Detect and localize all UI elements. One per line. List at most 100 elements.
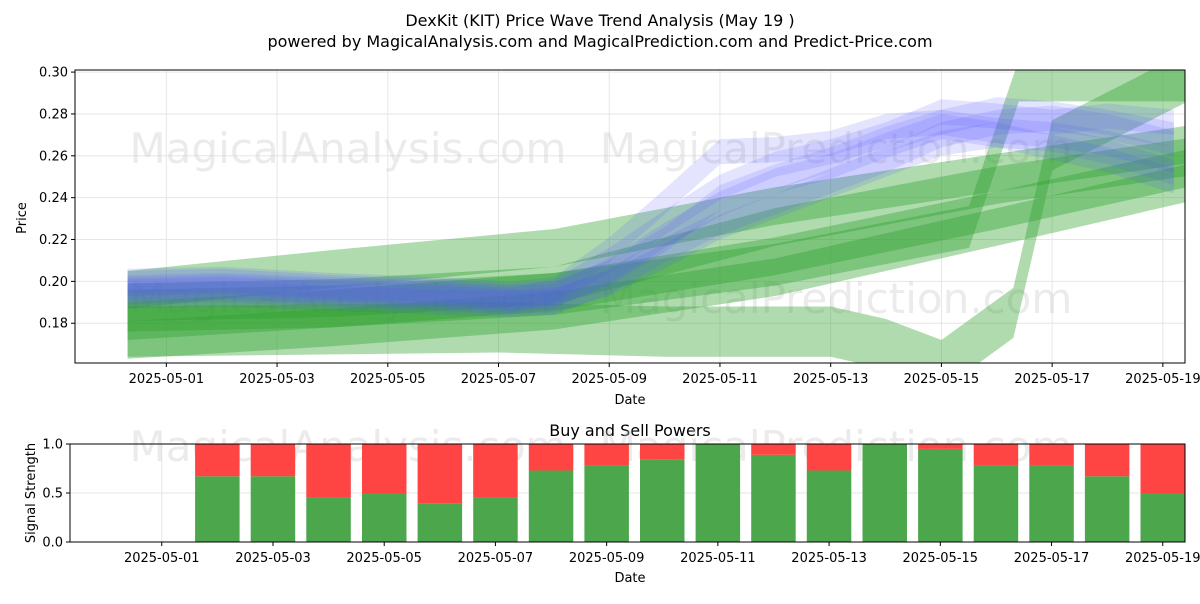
- sell-bar: [1084, 444, 1130, 477]
- x-tick-label: 2025-05-13: [791, 551, 867, 566]
- buy-bar: [862, 444, 907, 542]
- sell-bar: [250, 444, 296, 477]
- buy-bar: [973, 465, 1019, 542]
- sell-bar: [1140, 444, 1185, 493]
- sell-bar: [806, 444, 852, 471]
- sell-bar: [473, 444, 518, 498]
- sell-bar: [362, 444, 407, 493]
- blue-wave-band: [127, 99, 1174, 313]
- buy-bar: [584, 465, 629, 542]
- sell-bar: [751, 444, 796, 455]
- y-tick-label: 0.22: [39, 233, 68, 248]
- x-tick-label: 2025-05-19: [1125, 372, 1200, 387]
- signal-chart: Buy and Sell Powers MagicalAnalysis.com …: [24, 421, 1200, 586]
- x-tick-label: 2025-05-03: [235, 551, 311, 566]
- buy-bar: [473, 497, 518, 542]
- x-tick-label: 2025-05-15: [904, 372, 980, 387]
- buy-bar: [695, 444, 741, 542]
- sell-bar: [973, 444, 1019, 466]
- green-trend-band: [127, 70, 1185, 363]
- x-tick-label: 2025-05-17: [1014, 551, 1090, 566]
- price-chart-frame: [74, 69, 1186, 364]
- y-tick-label: 1.0: [42, 438, 63, 453]
- green-trend-band: [127, 138, 1185, 322]
- sell-bar: [528, 444, 574, 471]
- sell-bar: [306, 444, 351, 498]
- green-trend-band: [127, 126, 1185, 309]
- green-trend-bands: [127, 70, 1185, 363]
- buy-bar: [751, 454, 796, 542]
- watermark: MagicalPrediction.com: [600, 274, 1073, 323]
- sell-bar: [640, 444, 685, 460]
- buy-bar: [250, 476, 296, 542]
- x-tick-label: 2025-05-05: [346, 551, 422, 566]
- buy-bar: [306, 497, 351, 542]
- sell-bar: [417, 444, 463, 504]
- green-trend-band: [127, 149, 1185, 340]
- price-chart-x-ticks: 2025-05-01 2025-05-03 2025-05-05 2025-05-07…: [129, 363, 1200, 387]
- buy-bar: [1084, 476, 1130, 542]
- buy-bar: [918, 448, 963, 542]
- x-tick-label: 2025-05-01: [129, 372, 205, 387]
- x-tick-label: 2025-05-17: [1014, 372, 1090, 387]
- figure-title: DexKit (KIT) Price Wave Trend Analysis (…: [405, 11, 794, 30]
- x-tick-label: 2025-05-07: [458, 551, 534, 566]
- x-tick-label: 2025-05-05: [350, 372, 426, 387]
- signal-chart-x-ticks: 2025-05-01 2025-05-03 2025-05-05 2025-05-07…: [124, 542, 1200, 566]
- watermark: MagicalAnalysis.com: [130, 274, 567, 323]
- buy-bar: [806, 470, 852, 542]
- y-tick-label: 0.24: [39, 191, 68, 206]
- buy-bar: [1029, 465, 1074, 542]
- buy-bar: [528, 470, 574, 542]
- price-chart-watermarks: MagicalAnalysis.com MagicalPrediction.co…: [130, 124, 1073, 323]
- sell-bar: [918, 444, 963, 449]
- buy-bar: [362, 493, 407, 542]
- y-tick-label: 0.5: [42, 487, 63, 502]
- blue-wave-band: [127, 97, 1174, 309]
- green-trend-band: [127, 70, 1185, 332]
- x-tick-label: 2025-05-11: [680, 551, 756, 566]
- x-tick-label: 2025-05-03: [239, 372, 315, 387]
- figure-subtitle: powered by MagicalAnalysis.com and Magic…: [267, 32, 932, 51]
- price-chart-y-ticks: 0.18 0.20 0.22 0.24 0.26 0.28 0.30: [39, 66, 75, 332]
- blue-wave-band: [127, 113, 1174, 311]
- y-tick-label: 0.0: [42, 536, 63, 551]
- blue-wave-bands: [127, 97, 1174, 317]
- price-chart-x-label: Date: [614, 393, 645, 408]
- green-trend-band: [127, 164, 1185, 359]
- signal-chart-y-ticks: 0.0 0.5 1.0: [42, 438, 70, 551]
- signal-chart-y-label: Signal Strength: [24, 443, 39, 543]
- price-chart-y-label: Price: [15, 202, 30, 234]
- blue-wave-band: [127, 105, 1174, 317]
- x-tick-label: 2025-05-13: [793, 372, 869, 387]
- sell-bar: [584, 444, 629, 466]
- y-tick-label: 0.26: [39, 149, 68, 164]
- signal-chart-title: Buy and Sell Powers: [549, 421, 711, 440]
- y-tick-label: 0.28: [39, 107, 68, 122]
- sell-bar: [195, 444, 240, 477]
- y-tick-label: 0.30: [39, 66, 68, 81]
- x-tick-label: 2025-05-09: [571, 372, 647, 387]
- blue-wave-band: [127, 109, 1174, 307]
- x-tick-label: 2025-05-19: [1125, 551, 1200, 566]
- buy-bar: [1140, 493, 1185, 542]
- blue-wave-band: [127, 122, 1174, 315]
- price-chart: MagicalAnalysis.com MagicalPrediction.co…: [15, 66, 1200, 408]
- x-tick-label: 2025-05-07: [461, 372, 537, 387]
- watermark: MagicalPrediction.com: [600, 124, 1073, 173]
- signal-chart-x-label: Date: [614, 571, 645, 586]
- sell-bar: [1029, 444, 1074, 466]
- price-chart-grid: [75, 70, 1185, 363]
- buy-bar: [195, 476, 240, 542]
- x-tick-label: 2025-05-09: [569, 551, 645, 566]
- x-tick-label: 2025-05-15: [903, 551, 979, 566]
- y-tick-label: 0.20: [39, 275, 68, 290]
- x-tick-label: 2025-05-01: [124, 551, 200, 566]
- buy-bar: [417, 503, 463, 542]
- watermark: MagicalAnalysis.com: [130, 124, 567, 173]
- x-tick-label: 2025-05-11: [682, 372, 758, 387]
- buy-sell-bars: [195, 444, 1185, 542]
- buy-bar: [640, 459, 685, 542]
